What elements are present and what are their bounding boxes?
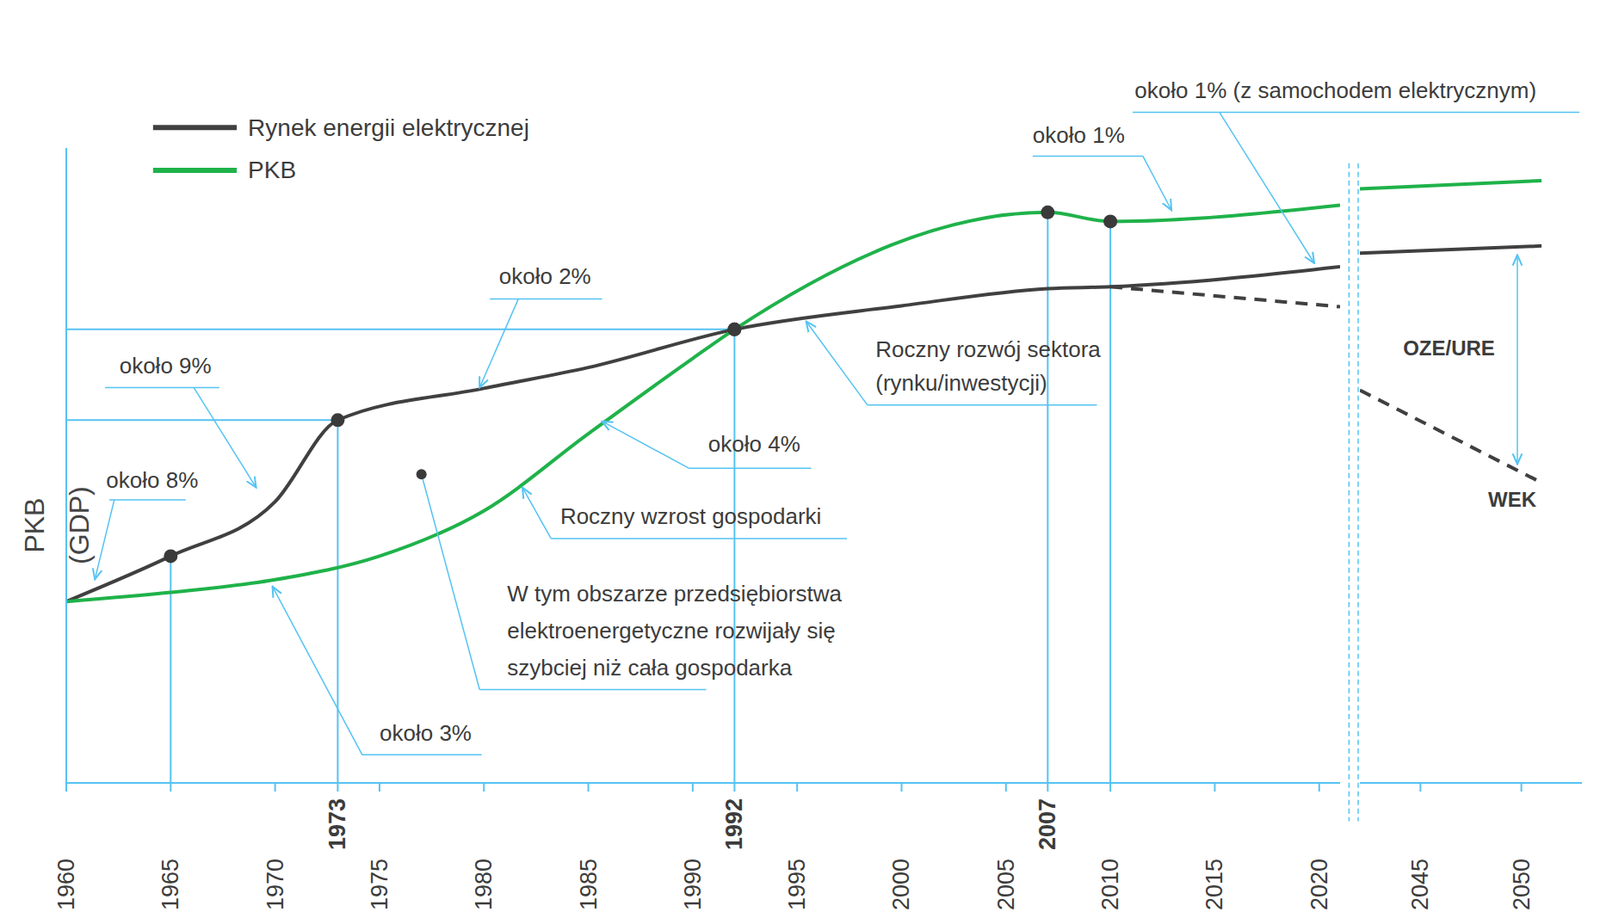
svg-text:(rynku/inwestycji): (rynku/inwestycji) <box>875 370 1047 396</box>
svg-text:1985: 1985 <box>575 858 602 911</box>
svg-text:(GDP): (GDP) <box>63 486 95 565</box>
svg-text:około 4%: około 4% <box>708 431 801 458</box>
svg-text:Rynek energii elektrycznej: Rynek energii elektrycznej <box>247 114 530 142</box>
svg-text:około 8%: około 8% <box>105 467 198 494</box>
svg-text:około 1% (z samochodem elektry: około 1% (z samochodem elektrycznym) <box>1134 77 1537 104</box>
svg-text:około 2%: około 2% <box>499 263 592 290</box>
svg-text:PKB: PKB <box>247 156 297 184</box>
svg-text:Roczny rozwój sektora: Roczny rozwój sektora <box>875 336 1101 363</box>
svg-text:1970: 1970 <box>262 858 289 911</box>
svg-text:Roczny wzrost gospodarki: Roczny wzrost gospodarki <box>560 503 822 530</box>
svg-text:WEK: WEK <box>1488 488 1538 512</box>
svg-text:2015: 2015 <box>1201 858 1228 911</box>
svg-text:1973: 1973 <box>324 798 351 851</box>
svg-text:2000: 2000 <box>888 858 915 911</box>
svg-text:1995: 1995 <box>784 858 810 911</box>
svg-text:elektroenergetyczne rozwijały: elektroenergetyczne rozwijały się <box>506 617 836 644</box>
svg-text:2050: 2050 <box>1508 858 1535 911</box>
svg-text:2007: 2007 <box>1034 798 1061 851</box>
svg-text:szybciej niż cała gospodarka: szybciej niż cała gospodarka <box>506 654 792 681</box>
svg-text:około 1%: około 1% <box>1032 122 1125 149</box>
svg-text:PKB: PKB <box>18 498 50 554</box>
svg-text:1960: 1960 <box>53 858 80 911</box>
svg-text:2020: 2020 <box>1306 858 1333 911</box>
svg-text:OZE/URE: OZE/URE <box>1402 336 1495 360</box>
svg-text:W tym obszarze przedsiębiorstw: W tym obszarze przedsiębiorstwa <box>506 580 842 607</box>
svg-text:1980: 1980 <box>470 858 497 911</box>
svg-text:2005: 2005 <box>993 858 1020 911</box>
svg-text:2010: 2010 <box>1097 858 1124 911</box>
svg-text:1990: 1990 <box>679 858 706 911</box>
svg-text:1965: 1965 <box>157 858 184 911</box>
svg-text:około 9%: około 9% <box>119 352 212 379</box>
svg-text:około 3%: około 3% <box>379 720 472 747</box>
svg-text:2045: 2045 <box>1407 858 1434 911</box>
svg-text:1975: 1975 <box>366 858 393 911</box>
svg-text:1992: 1992 <box>721 798 748 851</box>
